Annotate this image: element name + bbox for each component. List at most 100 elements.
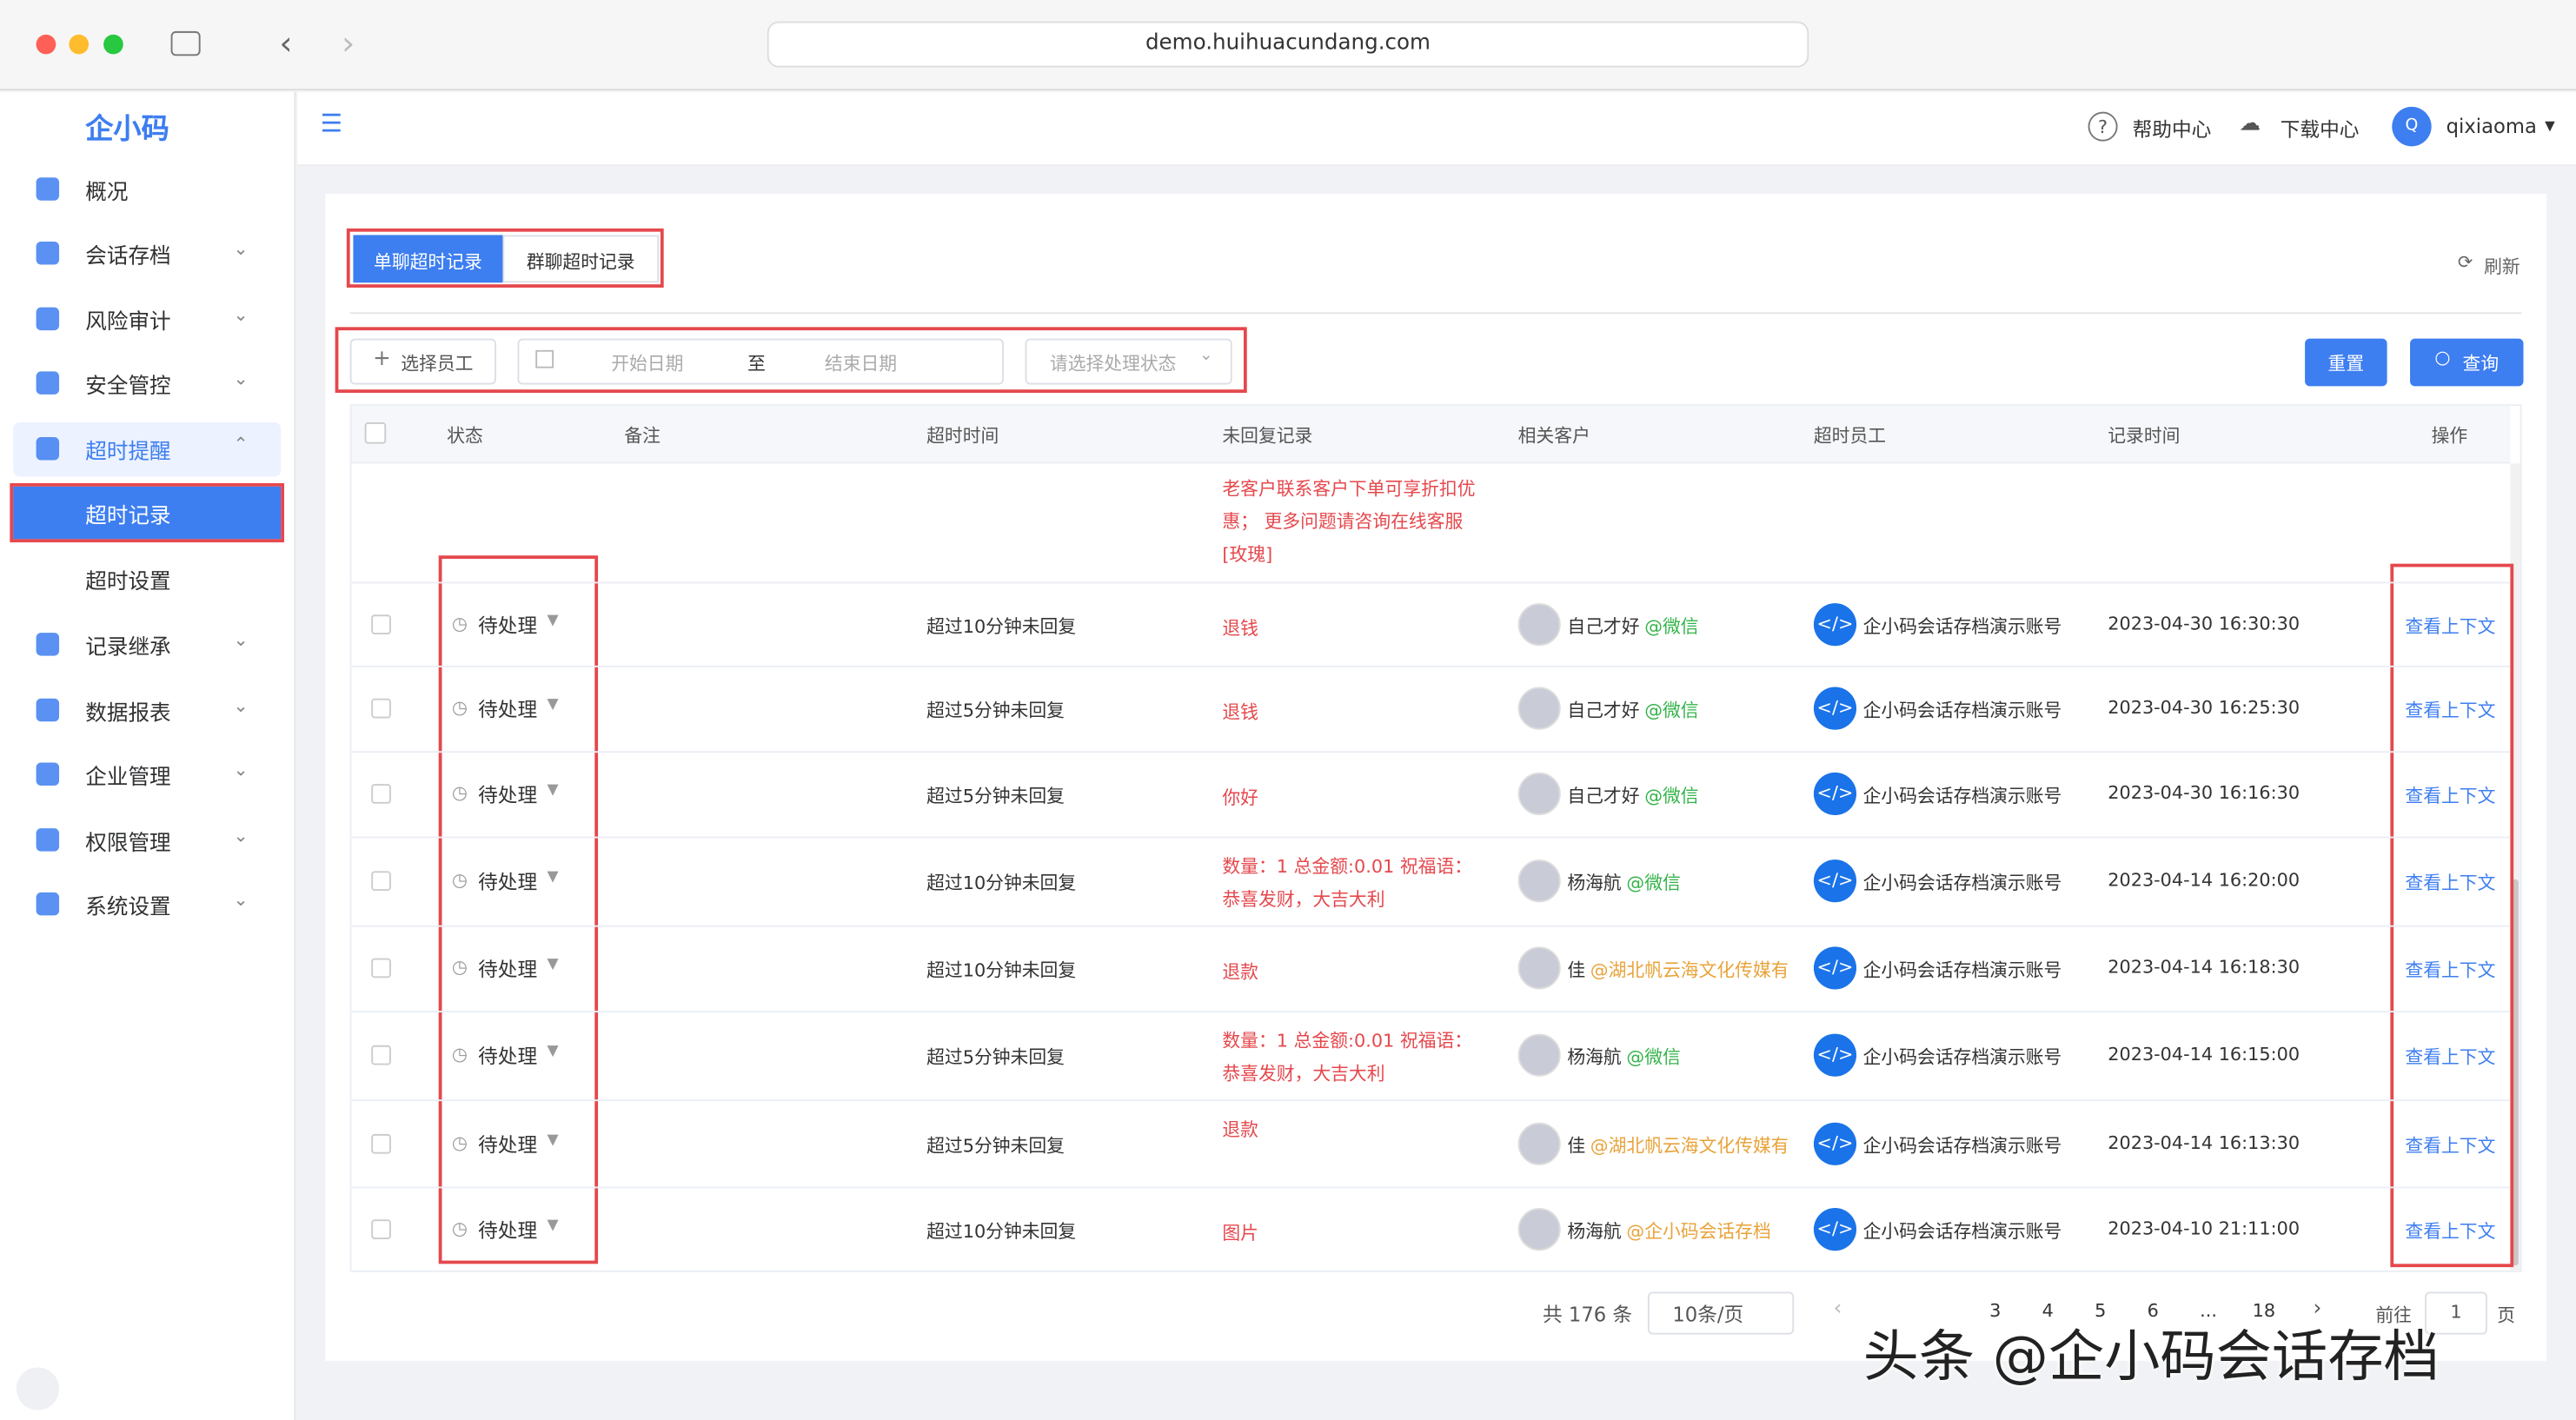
tab[interactable]: 群聊超时记录	[526, 251, 635, 273]
user-caret[interactable]: ▼	[2545, 118, 2555, 134]
status[interactable]: 待处理	[478, 614, 538, 637]
status-caret[interactable]: ▼	[547, 1217, 559, 1234]
next-page[interactable]: ›	[2313, 1297, 2322, 1322]
row-checkbox[interactable]	[371, 1045, 391, 1065]
record-time: 2023-04-30 16:30:30	[2108, 612, 2300, 634]
page-number[interactable]: 5	[2095, 1299, 2107, 1322]
page-size-select[interactable]	[1647, 1291, 1795, 1335]
page-number[interactable]: 18	[2252, 1299, 2276, 1322]
employee-select[interactable]	[349, 338, 496, 385]
menu-item[interactable]: 系统设置	[85, 895, 171, 921]
status-caret[interactable]: ▼	[547, 782, 559, 800]
status[interactable]: 待处理	[478, 784, 538, 807]
column-header: 状态	[447, 425, 483, 448]
status-icon: ◷	[451, 782, 468, 804]
menu-item[interactable]: 风险审计	[85, 310, 171, 335]
highlight-box	[346, 228, 664, 288]
reset-button[interactable]	[2305, 338, 2387, 387]
page-number[interactable]: 4	[2042, 1299, 2054, 1322]
forward-button[interactable]: ›	[342, 23, 355, 63]
row-checkbox[interactable]	[371, 1218, 391, 1239]
status-select[interactable]	[1025, 338, 1232, 385]
user-name[interactable]: qixiaoma	[2446, 115, 2537, 138]
select-all-checkbox[interactable]	[364, 422, 387, 444]
menu-icon	[36, 633, 60, 656]
row-divider	[351, 1011, 2511, 1012]
submenu-item[interactable]: 超时记录	[85, 504, 171, 529]
status-caret[interactable]: ▼	[547, 869, 559, 886]
submenu-item[interactable]: 超时设置	[85, 570, 171, 595]
menu-item[interactable]: 数据报表	[85, 701, 171, 727]
download-link[interactable]: 下载中心	[2280, 118, 2360, 142]
customer-source: @微信	[1644, 700, 1699, 722]
status-caret[interactable]: ▼	[547, 696, 559, 713]
customer-avatar	[1517, 687, 1561, 730]
row-checkbox[interactable]	[371, 871, 391, 892]
status-caret[interactable]: ▼	[547, 612, 559, 629]
query-button[interactable]	[2410, 338, 2524, 387]
status-caret[interactable]: ▼	[547, 1131, 559, 1149]
customer-avatar	[1517, 946, 1561, 990]
menu-item[interactable]: 会话存档	[85, 244, 171, 270]
help-link[interactable]: 帮助中心	[2132, 118, 2212, 142]
view-context-link[interactable]: 查看上下文	[2405, 873, 2496, 894]
goto-input[interactable]	[2425, 1291, 2487, 1335]
row-checkbox[interactable]	[371, 958, 391, 979]
date-range[interactable]	[517, 338, 1004, 385]
minimize-button[interactable]	[69, 34, 90, 55]
row-checkbox[interactable]	[371, 698, 391, 719]
status-caret[interactable]: ▼	[547, 956, 559, 973]
status-icon: ◷	[451, 869, 468, 892]
view-context-link[interactable]: 查看上下文	[2405, 700, 2496, 722]
status-caret[interactable]: ▼	[547, 1043, 559, 1060]
view-context-link[interactable]: 查看上下文	[2405, 615, 2496, 637]
customer-avatar	[1517, 772, 1561, 816]
status[interactable]: 待处理	[478, 1132, 538, 1157]
logo[interactable]: 企小码	[85, 113, 169, 147]
view-context-link[interactable]: 查看上下文	[2405, 1046, 2496, 1069]
table-header	[351, 406, 2511, 464]
menu-item[interactable]: 记录继承	[85, 635, 171, 661]
status[interactable]: 待处理	[478, 1218, 538, 1242]
menu-item[interactable]: 权限管理	[85, 831, 171, 857]
menu-item[interactable]: 企业管理	[85, 766, 171, 791]
address-bar[interactable]	[767, 21, 1809, 68]
status[interactable]: 待处理	[478, 871, 538, 894]
menu-item[interactable]: 安全管控	[85, 375, 171, 400]
view-context-link[interactable]: 查看上下文	[2405, 959, 2496, 982]
row-checkbox[interactable]	[371, 1132, 391, 1153]
view-context-link[interactable]: 查看上下文	[2405, 785, 2496, 807]
column-header: 备注	[624, 425, 661, 448]
timeout: 超过5分钟未回复	[926, 1134, 1065, 1157]
page-number[interactable]: ...	[2200, 1299, 2217, 1322]
status[interactable]: 待处理	[478, 1045, 538, 1069]
tab[interactable]: 单聊超时记录	[374, 251, 482, 273]
status[interactable]: 待处理	[478, 958, 538, 982]
refresh-button[interactable]: 刷新	[2484, 256, 2520, 278]
close-button[interactable]	[36, 34, 56, 55]
row-checkbox[interactable]	[371, 784, 391, 804]
view-context-link[interactable]: 查看上下文	[2405, 1134, 2496, 1157]
view-context-link[interactable]: 查看上下文	[2405, 1220, 2496, 1242]
zoom-button[interactable]	[103, 34, 123, 55]
prev-page[interactable]: ‹	[1833, 1297, 1842, 1322]
avatar[interactable]: Q	[2392, 106, 2432, 147]
row-checkbox[interactable]	[371, 614, 391, 634]
timeout: 超过5分钟未回复	[926, 700, 1065, 722]
menu-icon	[36, 177, 60, 201]
status[interactable]: 待处理	[478, 698, 538, 722]
status-placeholder: 请选择处理状态	[1049, 353, 1177, 375]
menu-item[interactable]: 超时提醒	[85, 440, 171, 466]
menu-item[interactable]: 概况	[85, 181, 129, 206]
end-date[interactable]: 结束日期	[824, 353, 898, 375]
collapse-button[interactable]: ☰	[320, 108, 343, 138]
page-number[interactable]: 3	[1989, 1299, 2002, 1322]
sidebar-toggle[interactable]	[170, 30, 201, 56]
timeout: 超过10分钟未回复	[926, 615, 1077, 637]
page-number[interactable]: 6	[2147, 1299, 2159, 1322]
back-button[interactable]: ‹	[279, 23, 293, 63]
start-date[interactable]: 开始日期	[611, 353, 684, 375]
goto-label: 前往	[2375, 1304, 2412, 1327]
download-icon: ☁	[2239, 111, 2261, 136]
doc-button[interactable]	[16, 1367, 60, 1410]
